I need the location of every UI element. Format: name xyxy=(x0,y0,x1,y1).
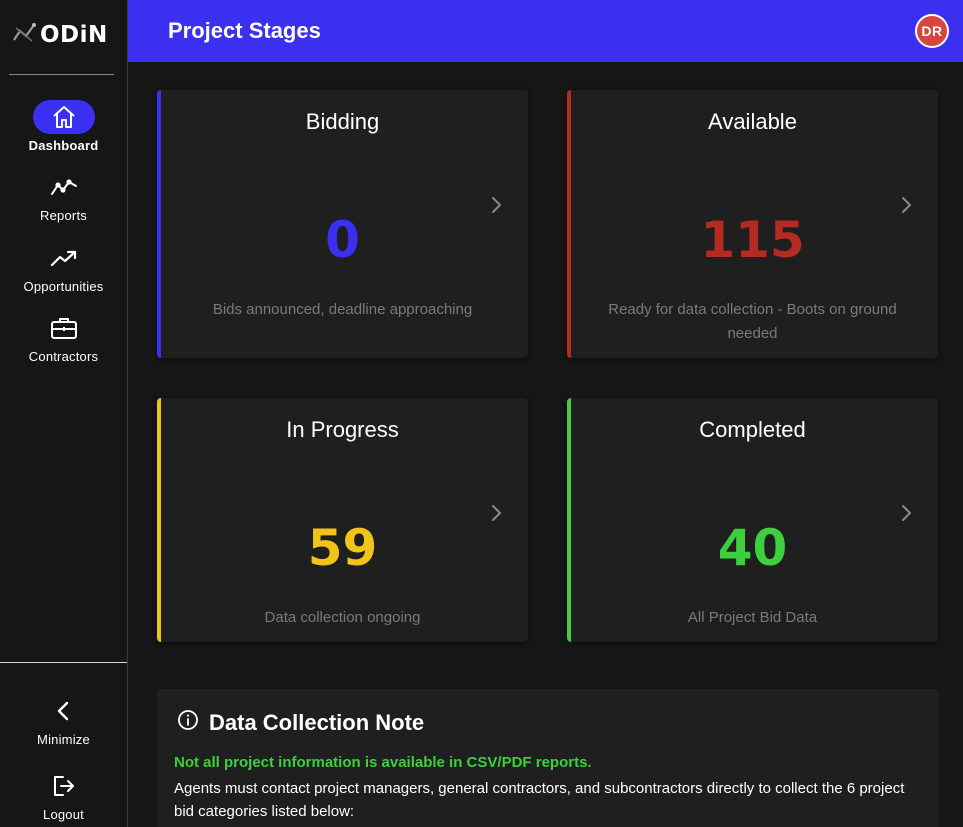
card-accent xyxy=(567,90,571,358)
card-title: Completed xyxy=(699,417,806,442)
briefcase-icon xyxy=(33,311,95,345)
stage-card-available[interactable]: Available 115 Ready for data collection … xyxy=(567,90,938,358)
line-chart-icon xyxy=(33,170,95,204)
note-title: Data Collection Note xyxy=(209,709,425,735)
logo-mark-icon xyxy=(12,22,38,49)
card-accent xyxy=(567,398,571,642)
stage-card-completed[interactable]: Completed 40 All Project Bid Data xyxy=(567,398,938,642)
card-title: Available xyxy=(708,109,797,134)
top-bar: Project Stages DR xyxy=(128,0,963,62)
logout-label: Logout xyxy=(43,807,84,822)
note-warning: Not all project information is available… xyxy=(174,754,592,771)
page-title: Project Stages xyxy=(168,18,321,43)
logout-button[interactable]: Logout xyxy=(0,769,127,822)
card-count: 59 xyxy=(307,519,378,577)
card-description: Bids announced, deadline approaching xyxy=(212,301,473,318)
minimize-button[interactable]: Minimize xyxy=(0,694,127,747)
card-count: 115 xyxy=(700,211,805,269)
card-title: Bidding xyxy=(305,109,380,134)
nav-label-contractors: Contractors xyxy=(28,349,99,364)
trending-up-icon xyxy=(33,241,95,275)
info-icon xyxy=(177,709,199,736)
card-count: 0 xyxy=(325,211,360,269)
logo[interactable]: ODiN xyxy=(12,20,108,50)
nav-label-dashboard: Dashboard xyxy=(28,138,99,153)
logout-icon xyxy=(33,769,95,803)
card-title: In Progress xyxy=(286,417,399,442)
stage-card-in-progress[interactable]: In Progress 59 Data collection ongoing xyxy=(157,398,528,642)
card-accent xyxy=(157,90,161,358)
card-description: Data collection ongoing xyxy=(264,609,421,626)
card-count: 40 xyxy=(717,519,788,577)
logo-divider xyxy=(9,74,114,75)
sidebar-divider xyxy=(0,662,127,663)
nav-item-reports[interactable]: Reports xyxy=(0,170,127,223)
chevron-right-icon xyxy=(900,503,912,528)
card-description: Ready for data collection - Boots on gro… xyxy=(608,301,897,342)
data-collection-note: Data Collection Note Not all project inf… xyxy=(157,689,939,827)
minimize-label: Minimize xyxy=(37,732,90,747)
nav-label-reports: Reports xyxy=(40,208,87,223)
home-icon xyxy=(32,100,95,134)
sidebar: ODiN Dashboard Reports xyxy=(0,0,128,827)
chevron-right-icon xyxy=(490,195,502,220)
card-accent xyxy=(157,398,161,642)
nav-item-opportunities[interactable]: Opportunities xyxy=(0,241,127,294)
logo-text: ODiN xyxy=(40,22,108,48)
note-body: Agents must contact project managers, ge… xyxy=(174,780,905,820)
nav-item-contractors[interactable]: Contractors xyxy=(0,311,127,364)
nav-item-dashboard[interactable]: Dashboard xyxy=(0,100,127,153)
nav-label-opportunities: Opportunities xyxy=(23,279,104,294)
card-description: All Project Bid Data xyxy=(687,609,818,626)
avatar[interactable]: DR xyxy=(915,14,949,48)
chevron-left-icon xyxy=(33,694,95,728)
stage-card-bidding[interactable]: Bidding 0 Bids announced, deadline appro… xyxy=(157,90,528,358)
chevron-right-icon xyxy=(490,503,502,528)
note-header: Data Collection Note xyxy=(177,709,424,736)
chevron-right-icon xyxy=(900,195,912,220)
